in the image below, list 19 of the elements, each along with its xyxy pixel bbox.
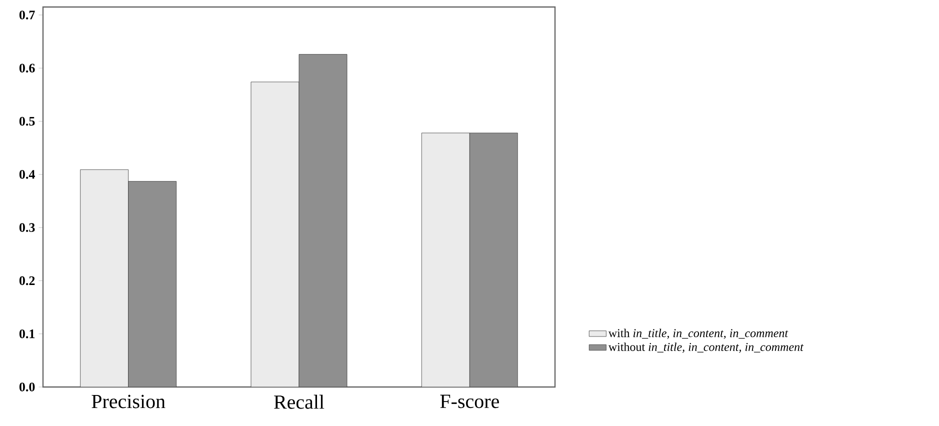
legend-label: with in_title, in_content, in_comment bbox=[608, 328, 788, 339]
bar bbox=[250, 82, 300, 388]
y-tick-label: 0.2 bbox=[19, 276, 35, 286]
y-tick-label: 0.7 bbox=[19, 10, 35, 20]
x-tick-label: F-score bbox=[440, 394, 499, 408]
x-tick-label: Precision bbox=[92, 394, 166, 408]
bar bbox=[128, 181, 177, 388]
bar bbox=[469, 132, 518, 388]
x-tick-label: Recall bbox=[274, 394, 324, 409]
bar bbox=[80, 169, 129, 388]
bar bbox=[298, 54, 348, 388]
legend-label: without in_title, in_content, in_comment bbox=[608, 342, 804, 353]
y-tick-label: 0.4 bbox=[19, 170, 35, 179]
y-tick-label: 0.6 bbox=[19, 64, 35, 73]
bar bbox=[421, 132, 470, 388]
y-tick-label: 0.3 bbox=[19, 223, 35, 232]
y-tick-label: 0.0 bbox=[19, 382, 35, 392]
y-tick-label: 0.5 bbox=[19, 116, 35, 126]
y-tick-label: 0.1 bbox=[19, 329, 35, 338]
